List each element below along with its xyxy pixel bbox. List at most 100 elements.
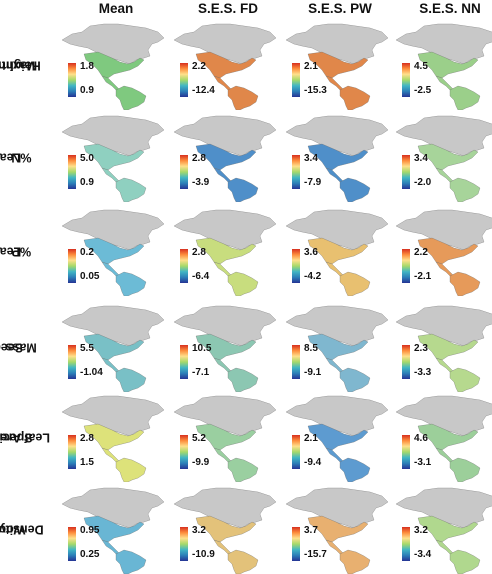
colorbar-legend: 3.2 -10.9	[180, 525, 224, 565]
legend-max-value: 5.2	[192, 433, 206, 444]
legend-min-value: 0.05	[80, 271, 100, 282]
north-america-nodata	[61, 209, 165, 251]
americas-map	[61, 209, 165, 296]
americas-map	[395, 487, 492, 574]
americas-map	[395, 395, 492, 482]
americas-map	[285, 487, 389, 574]
colorbar	[402, 527, 410, 561]
map-panel: 5.5 -1.04	[58, 302, 170, 392]
north-america-nodata	[285, 209, 389, 251]
legend-min-value: -2.5	[414, 85, 432, 96]
legend-max-value: 2.1	[304, 433, 318, 444]
north-america-nodata	[173, 487, 277, 529]
legend-max-value: 2.8	[80, 433, 94, 444]
row-label: Leaf%N	[0, 112, 32, 202]
row-label-text: SpecificLeaf Area	[0, 409, 50, 466]
us-region	[195, 423, 257, 451]
colorbar	[68, 435, 76, 469]
americas-map	[285, 209, 389, 296]
legend-min-value: -3.3	[414, 367, 432, 378]
colorbar	[180, 249, 188, 283]
us-region	[417, 237, 479, 265]
americas-map	[395, 209, 492, 296]
us-region	[417, 515, 479, 543]
row-label-line: Mass	[5, 340, 38, 355]
south-america-region	[227, 85, 259, 110]
row-label: MaximumHeight	[0, 20, 41, 110]
legend-min-value: -2.0	[414, 177, 432, 188]
south-america-region	[449, 367, 481, 392]
colorbar	[180, 435, 188, 469]
map-panel: 2.2 -2.1	[392, 206, 492, 296]
legend-min-value: -9.9	[192, 457, 210, 468]
row-label-text: Leaf%P	[0, 238, 31, 264]
map-panel: 1.8 0.9	[58, 20, 170, 110]
us-region	[83, 51, 145, 79]
americas-map	[173, 305, 277, 392]
legend-min-value: -9.1	[304, 367, 322, 378]
row-label-line: %N	[11, 150, 32, 165]
south-america-region	[115, 457, 147, 482]
colorbar-legend: 5.0 0.9	[68, 153, 112, 193]
map-panel: 3.6 -4.2	[282, 206, 394, 296]
legend-min-value: 0.25	[80, 549, 100, 560]
colorbar-legend: 2.8 -6.4	[180, 247, 224, 287]
legend-min-value: -3.1	[414, 457, 432, 468]
americas-map	[173, 23, 277, 110]
americas-map	[285, 305, 389, 392]
map-panel: 3.2 -3.4	[392, 484, 492, 574]
north-america-nodata	[61, 23, 165, 65]
column-header: S.E.S. NN	[419, 1, 481, 16]
colorbar-legend: 2.1 -9.4	[292, 433, 336, 473]
south-america-region	[115, 85, 147, 110]
americas-map	[395, 115, 492, 202]
map-panel: 4.5 -2.5	[392, 20, 492, 110]
south-america-region	[227, 549, 259, 574]
legend-min-value: -3.4	[414, 549, 432, 560]
row-label: SpecificLeaf Area	[0, 392, 50, 482]
colorbar-legend: 10.5 -7.1	[180, 343, 224, 383]
row-label-text: Leaf%N	[0, 144, 32, 170]
colorbar	[180, 63, 188, 97]
south-america-region	[227, 367, 259, 392]
colorbar	[402, 345, 410, 379]
south-america-region	[115, 177, 147, 202]
colorbar-legend: 3.4 -7.9	[292, 153, 336, 193]
row-label: WoodDensity	[0, 484, 44, 574]
south-america-region	[115, 367, 147, 392]
colorbar-legend: 3.6 -4.2	[292, 247, 336, 287]
map-panel: 2.1 -15.3	[282, 20, 394, 110]
us-region	[417, 423, 479, 451]
south-america-region	[339, 271, 371, 296]
americas-map	[61, 23, 165, 110]
legend-max-value: 10.5	[192, 343, 212, 354]
legend-max-value: 2.2	[192, 61, 206, 72]
colorbar	[292, 345, 300, 379]
americas-map	[285, 115, 389, 202]
row-label: Leaf%P	[0, 206, 31, 296]
row-label: SeedMass	[0, 302, 37, 392]
legend-max-value: 1.8	[80, 61, 94, 72]
legend-min-value: -6.4	[192, 271, 210, 282]
legend-min-value: 0.9	[80, 177, 94, 188]
us-region	[83, 333, 145, 361]
legend-max-value: 0.95	[80, 525, 100, 536]
legend-max-value: 5.5	[80, 343, 94, 354]
us-region	[83, 423, 145, 451]
north-america-nodata	[173, 23, 277, 65]
column-header: S.E.S. FD	[197, 1, 258, 16]
legend-max-value: 3.2	[192, 525, 206, 536]
map-panel: 3.4 -2.0	[392, 112, 492, 202]
americas-map	[395, 305, 492, 392]
us-region	[307, 237, 369, 265]
north-america-nodata	[285, 305, 389, 347]
us-region	[195, 515, 257, 543]
us-region	[195, 333, 257, 361]
colorbar	[402, 155, 410, 189]
map-panel: 3.4 -7.9	[282, 112, 394, 202]
north-america-nodata	[61, 487, 165, 529]
us-region	[307, 51, 369, 79]
colorbar	[180, 527, 188, 561]
south-america-region	[227, 177, 259, 202]
row-label-text: MaximumHeight	[0, 36, 41, 94]
